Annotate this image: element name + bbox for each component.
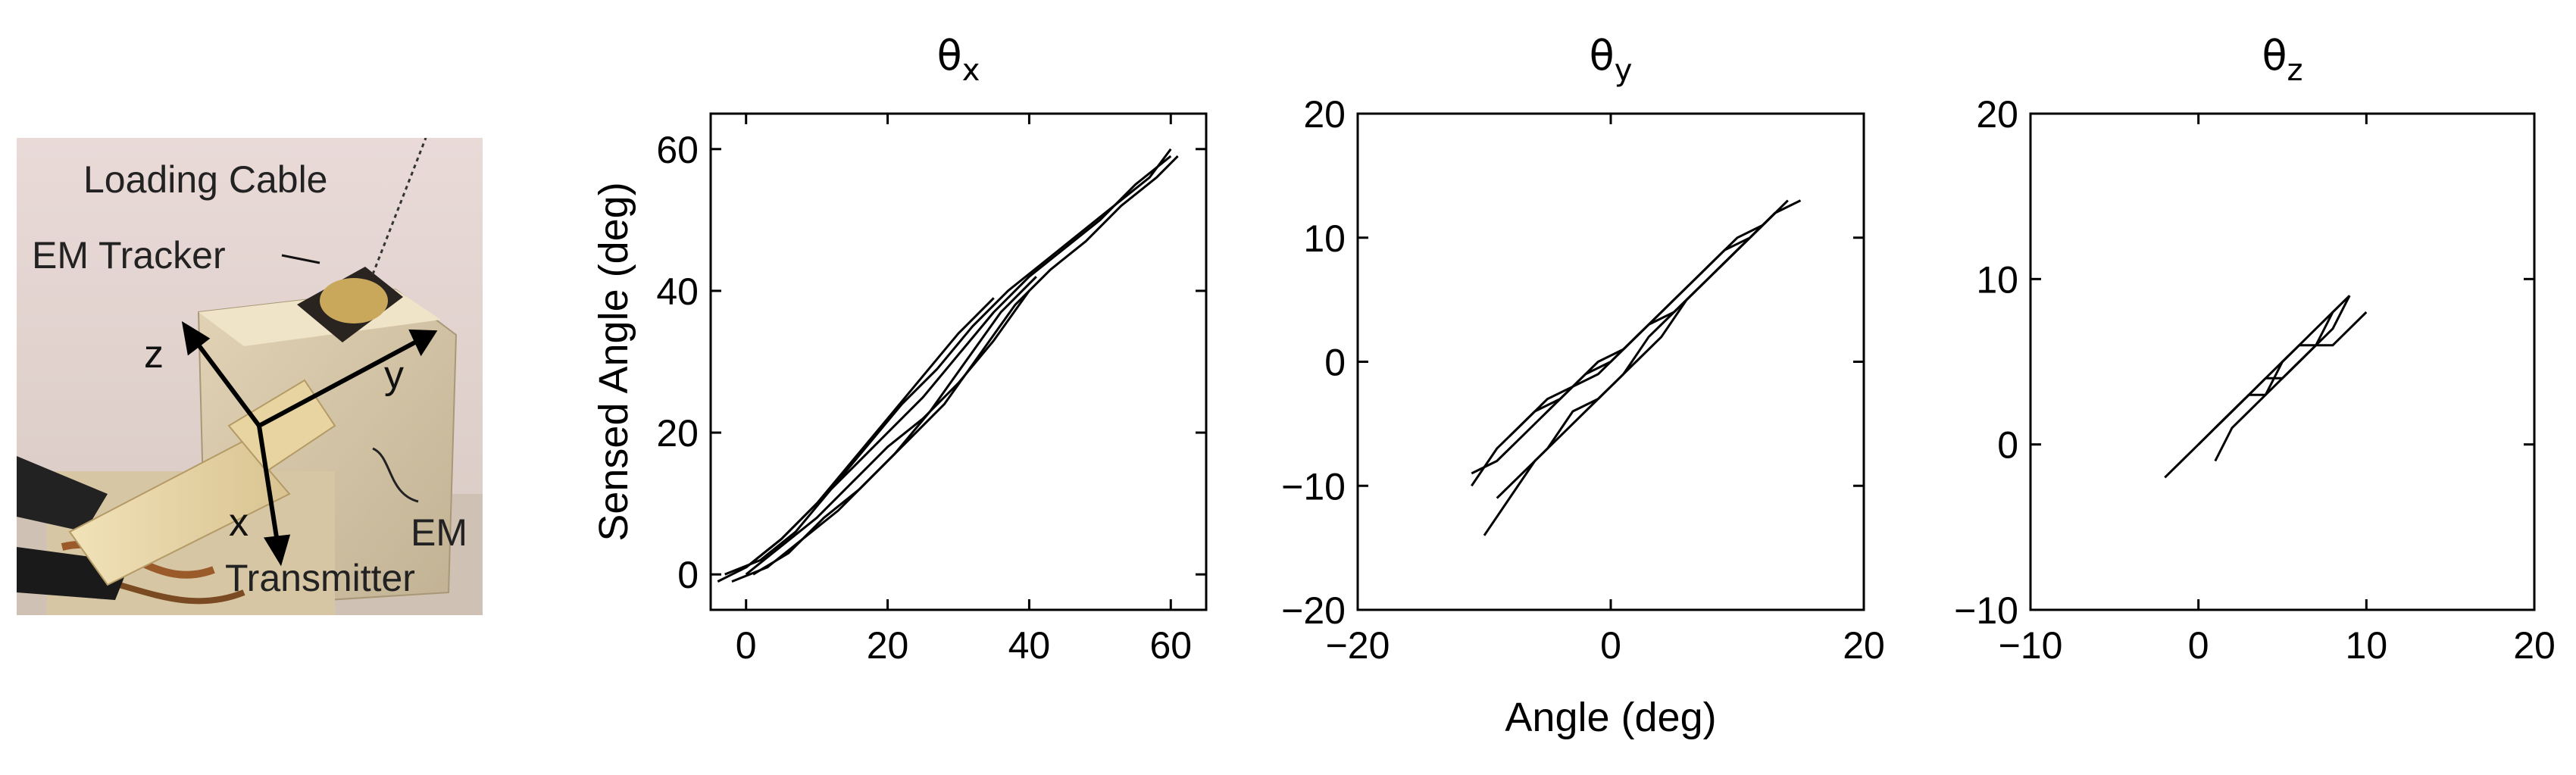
coordinate-frame xyxy=(181,320,438,567)
y-tick-label: 10 xyxy=(1976,258,2018,301)
series-line-5 xyxy=(1496,211,1777,499)
x-axis-label: Angle (deg) xyxy=(1505,695,1716,740)
finger-joint xyxy=(227,379,336,473)
chart-x: 0 20 40 60 0 20 40 60 θx Sensed Angle (deg) xyxy=(591,32,1208,667)
y-tick-label: 0 xyxy=(677,554,699,596)
series-line-5 xyxy=(745,297,995,569)
series-line-4 xyxy=(2214,295,2351,429)
y-tick-label: 0 xyxy=(1324,342,1346,384)
loading-cable-label: Loading Cable xyxy=(83,158,328,201)
em-tracker-label: EM Tracker xyxy=(32,234,226,277)
x-tick-label: 0 xyxy=(2188,624,2209,667)
y-tick-label: 40 xyxy=(656,270,699,313)
y-axis-label: Sensed Angle (deg) xyxy=(591,182,636,541)
x-tick-label: 10 xyxy=(2346,624,2388,667)
x-tick-label: 60 xyxy=(1149,624,1192,667)
em-leader xyxy=(372,447,419,503)
series-line-2 xyxy=(1483,199,1789,536)
transmitter-label: Transmitter xyxy=(225,557,415,599)
finger-segment xyxy=(68,439,291,586)
x-tick-label: 40 xyxy=(1008,624,1051,667)
y-tick-label: 10 xyxy=(1303,217,1346,260)
em-tracker-leader xyxy=(281,254,320,264)
y-tick-label: 20 xyxy=(1303,93,1346,136)
chart-title: θz xyxy=(2262,32,2302,88)
axis-z-label: z xyxy=(144,333,164,377)
x-tick-label: 0 xyxy=(1600,624,1621,667)
chart-y: −20 0 20 −20 −10 0 10 20 θy Angle (deg) xyxy=(1281,32,1885,740)
x-tick-label: −10 xyxy=(1999,624,2063,667)
chart-title: θy xyxy=(1590,32,1633,88)
series-line-2 xyxy=(2214,311,2368,462)
y-tick-label: −20 xyxy=(1281,589,1346,632)
y-tick-label: 20 xyxy=(656,412,699,455)
chart-z: −10 0 10 20 −10 0 10 20 θz xyxy=(1954,32,2556,667)
loading-cable xyxy=(371,138,427,275)
chart-title: θx xyxy=(937,32,980,88)
axis-y-label: y xyxy=(384,353,404,397)
y-tick-label: 60 xyxy=(656,129,699,171)
series-line-4 xyxy=(1508,224,1764,437)
device-photo: z y x Loading Cable EM Tracker EM Transm… xyxy=(17,138,483,615)
plot-frame xyxy=(2029,112,2536,611)
series-line-6 xyxy=(752,276,1037,576)
y-tick-label: −10 xyxy=(1954,589,2018,632)
clamp-left xyxy=(17,456,108,532)
plot-frame xyxy=(709,112,1208,611)
x-tick-label: 0 xyxy=(736,624,757,667)
series-line-1 xyxy=(717,155,1172,583)
x-tick-label: 20 xyxy=(2513,624,2556,667)
series-line-3 xyxy=(731,155,1179,583)
y-tick-label: 0 xyxy=(1997,424,2018,467)
axis-x-label: x xyxy=(229,501,249,545)
x-tick-label: 20 xyxy=(867,624,909,667)
x-tick-label: −20 xyxy=(1326,624,1390,667)
em-tracker-disc xyxy=(320,278,388,323)
y-tick-label: −10 xyxy=(1281,465,1346,508)
series-line-2 xyxy=(724,148,1172,576)
y-tick-label: 20 xyxy=(1976,93,2018,136)
x-tick-label: 20 xyxy=(1843,624,1885,667)
series-line-4 xyxy=(745,290,1030,576)
em-label: EM xyxy=(411,511,467,554)
charts-layer: 0 20 40 60 0 20 40 60 θx Sensed Angle (deg) −20 0 20… xyxy=(591,32,2556,740)
